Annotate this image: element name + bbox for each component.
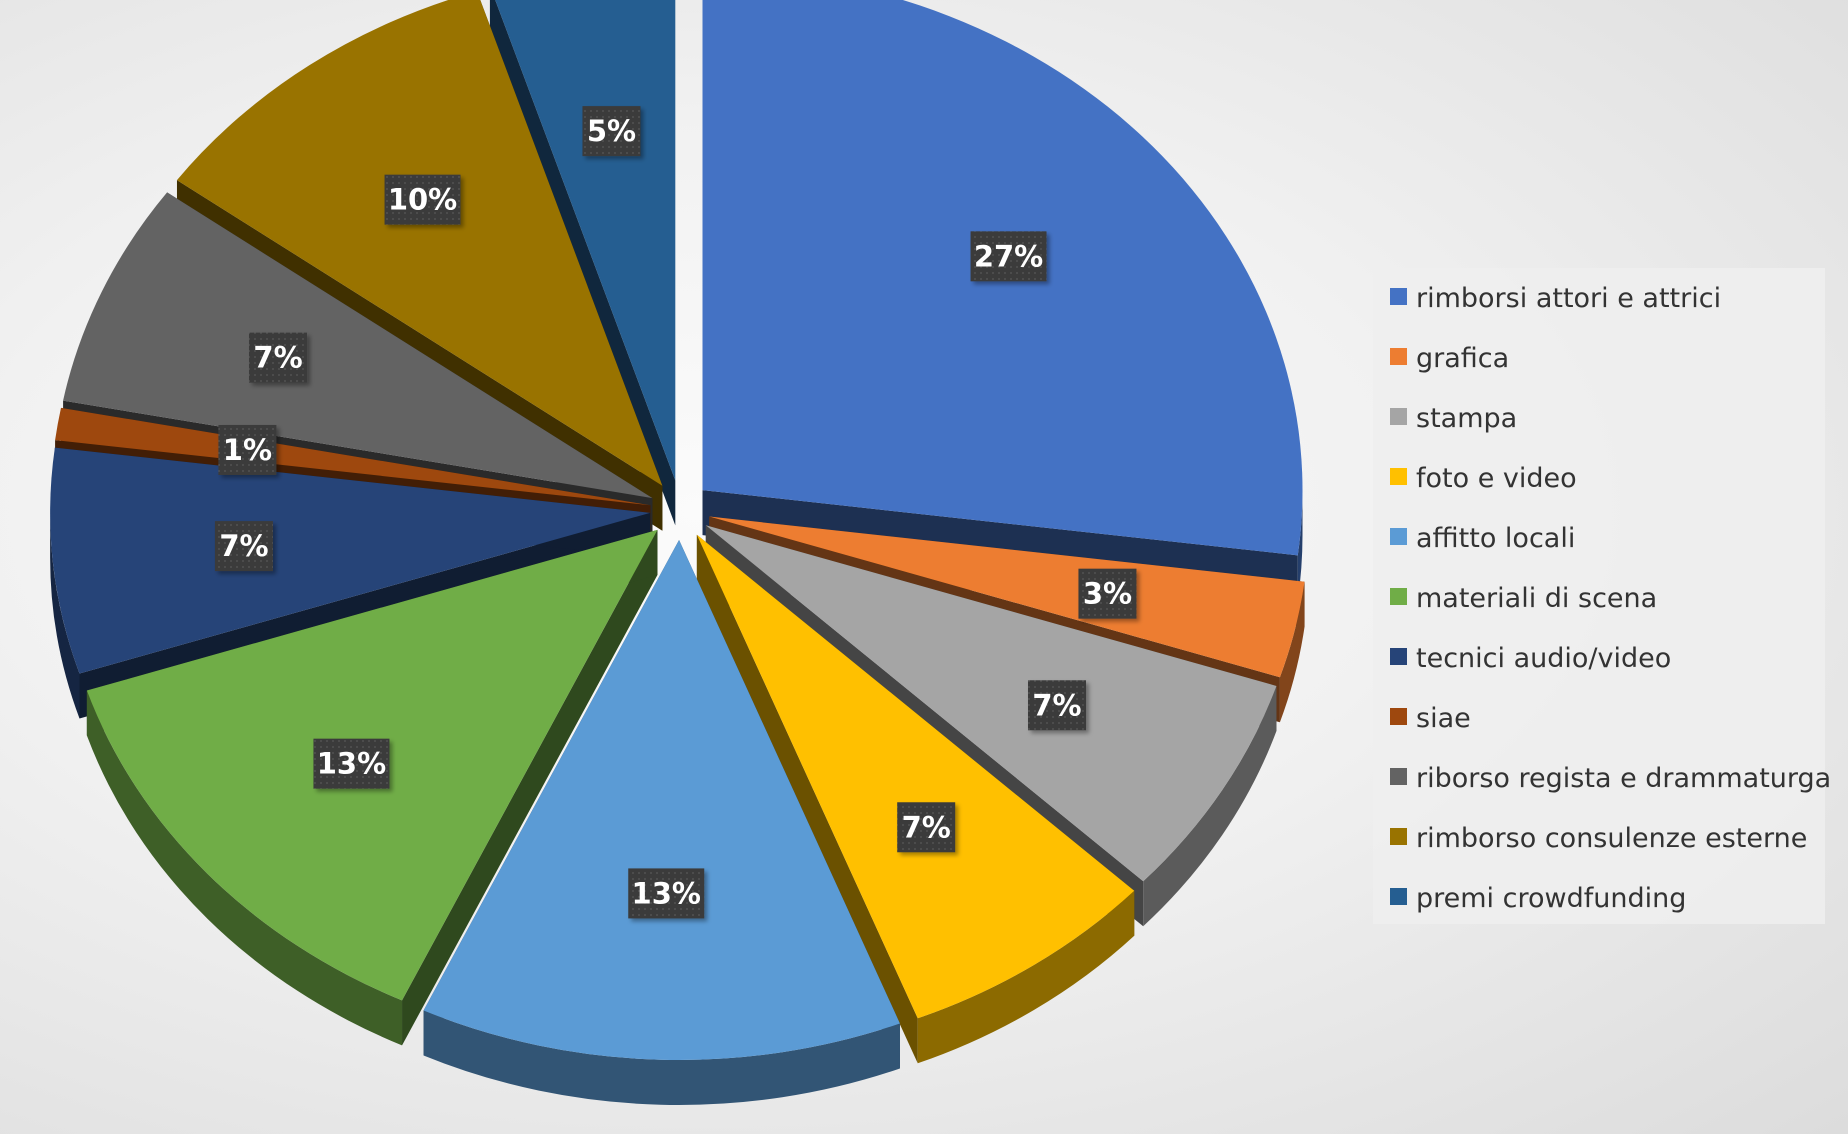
legend-swatch bbox=[1390, 288, 1407, 305]
data-label-text: 13% bbox=[317, 747, 386, 781]
legend-background bbox=[1373, 268, 1825, 924]
pie-slice-wall bbox=[696, 534, 918, 1064]
pie-slice-top bbox=[709, 516, 1305, 678]
legend-swatch bbox=[1390, 888, 1407, 905]
data-label: 27% bbox=[970, 231, 1047, 282]
pie-slice-3 bbox=[696, 534, 1135, 1064]
legend-item: riborso regista e drammaturga bbox=[1390, 763, 1831, 794]
legend-swatch bbox=[1390, 348, 1407, 365]
data-label-text: 3% bbox=[1083, 577, 1132, 611]
legend-label: riborso regista e drammaturga bbox=[1416, 763, 1831, 794]
pie-slice-side bbox=[917, 890, 1135, 1064]
data-label: 7% bbox=[897, 802, 956, 853]
data-label-text: 27% bbox=[974, 239, 1043, 273]
legend-item: stampa bbox=[1390, 403, 1517, 434]
pie-slice-0 bbox=[702, 0, 1303, 601]
pie-slice-top bbox=[50, 447, 651, 674]
pie-slices bbox=[50, 0, 1305, 1105]
legend-label: materiali di scena bbox=[1416, 583, 1657, 614]
legend-swatch bbox=[1390, 528, 1407, 545]
legend-swatch bbox=[1390, 828, 1407, 845]
data-label-box bbox=[582, 106, 641, 157]
pie-slice-top bbox=[176, 0, 663, 486]
legend-label: siae bbox=[1416, 703, 1471, 734]
pie-slice-wall bbox=[402, 529, 658, 1046]
legend-swatch bbox=[1390, 768, 1407, 785]
legend-item: rimborsi attori e attrici bbox=[1390, 283, 1721, 314]
legend-item: affitto locali bbox=[1390, 523, 1575, 554]
data-label: 1% bbox=[218, 424, 277, 475]
legend-item: materiali di scena bbox=[1390, 583, 1657, 614]
pie-slice-top bbox=[696, 534, 1135, 1019]
pie-slice-top bbox=[423, 539, 900, 1060]
data-label: 7% bbox=[214, 521, 273, 572]
data-label-box bbox=[1028, 680, 1087, 731]
data-label: 3% bbox=[1078, 568, 1137, 619]
legend: rimborsi attori e attrici grafica stampa fo… bbox=[1373, 268, 1831, 924]
legend-item: foto e video bbox=[1390, 463, 1577, 494]
pie-slice-top bbox=[705, 525, 1277, 882]
data-label-box bbox=[897, 802, 956, 853]
legend-item: siae bbox=[1390, 703, 1471, 734]
legend-label: tecnici audio/video bbox=[1416, 643, 1671, 674]
data-labels: 27% 3% 7% 7% 13% 13% 7% 1% 7% 10% 5% bbox=[214, 106, 1137, 919]
pie-slice-top bbox=[55, 407, 651, 506]
data-label-box bbox=[313, 738, 390, 789]
data-label-box bbox=[384, 174, 461, 225]
legend-label: affitto locali bbox=[1416, 523, 1575, 554]
legend-item: grafica bbox=[1390, 343, 1509, 374]
legend-label: premi crowdfunding bbox=[1416, 883, 1686, 914]
legend-label: rimborsi attori e attrici bbox=[1416, 283, 1721, 314]
data-label-text: 13% bbox=[632, 876, 701, 910]
legend-label: stampa bbox=[1416, 403, 1517, 434]
data-label: 7% bbox=[1028, 680, 1087, 731]
pie-slice-side bbox=[1143, 685, 1277, 927]
pie-slice-top bbox=[63, 192, 653, 499]
data-label-text: 7% bbox=[219, 529, 268, 563]
pie-slice-wall bbox=[489, 0, 676, 526]
data-label-box bbox=[218, 424, 277, 475]
legend-swatch bbox=[1390, 588, 1407, 605]
pie-slice-side bbox=[50, 512, 80, 719]
data-label: 7% bbox=[249, 332, 308, 383]
data-label-box bbox=[970, 231, 1047, 282]
pie-slice-side bbox=[423, 1010, 900, 1105]
legend-swatch bbox=[1390, 648, 1407, 665]
pie-slice-side bbox=[1297, 490, 1303, 601]
legend-swatch bbox=[1390, 708, 1407, 725]
legend-label: grafica bbox=[1416, 343, 1509, 374]
pie-slice-side bbox=[86, 690, 403, 1046]
data-label-text: 1% bbox=[223, 433, 272, 467]
data-label-box bbox=[214, 521, 273, 572]
data-label: 10% bbox=[384, 174, 461, 225]
data-label-text: 7% bbox=[253, 341, 302, 375]
legend-swatch bbox=[1390, 408, 1407, 425]
data-label-text: 10% bbox=[388, 183, 457, 217]
legend-swatch bbox=[1390, 468, 1407, 485]
data-label-box bbox=[628, 868, 705, 919]
data-label: 13% bbox=[313, 738, 390, 789]
legend-label: rimborso consulenze esterne bbox=[1416, 823, 1807, 854]
legend-item: tecnici audio/video bbox=[1390, 643, 1671, 674]
data-label-text: 7% bbox=[902, 810, 951, 844]
pie-slice-4 bbox=[423, 539, 900, 1105]
pie-slice-side bbox=[1279, 581, 1305, 723]
data-label-box bbox=[249, 332, 308, 383]
data-label: 5% bbox=[582, 106, 641, 157]
data-label-box bbox=[1078, 568, 1137, 619]
legend-item: premi crowdfunding bbox=[1390, 883, 1686, 914]
legend-label: foto e video bbox=[1416, 463, 1577, 494]
data-label-text: 7% bbox=[1032, 688, 1081, 722]
data-label: 13% bbox=[628, 868, 705, 919]
legend-item: rimborso consulenze esterne bbox=[1390, 823, 1807, 854]
data-label-text: 5% bbox=[587, 114, 636, 148]
